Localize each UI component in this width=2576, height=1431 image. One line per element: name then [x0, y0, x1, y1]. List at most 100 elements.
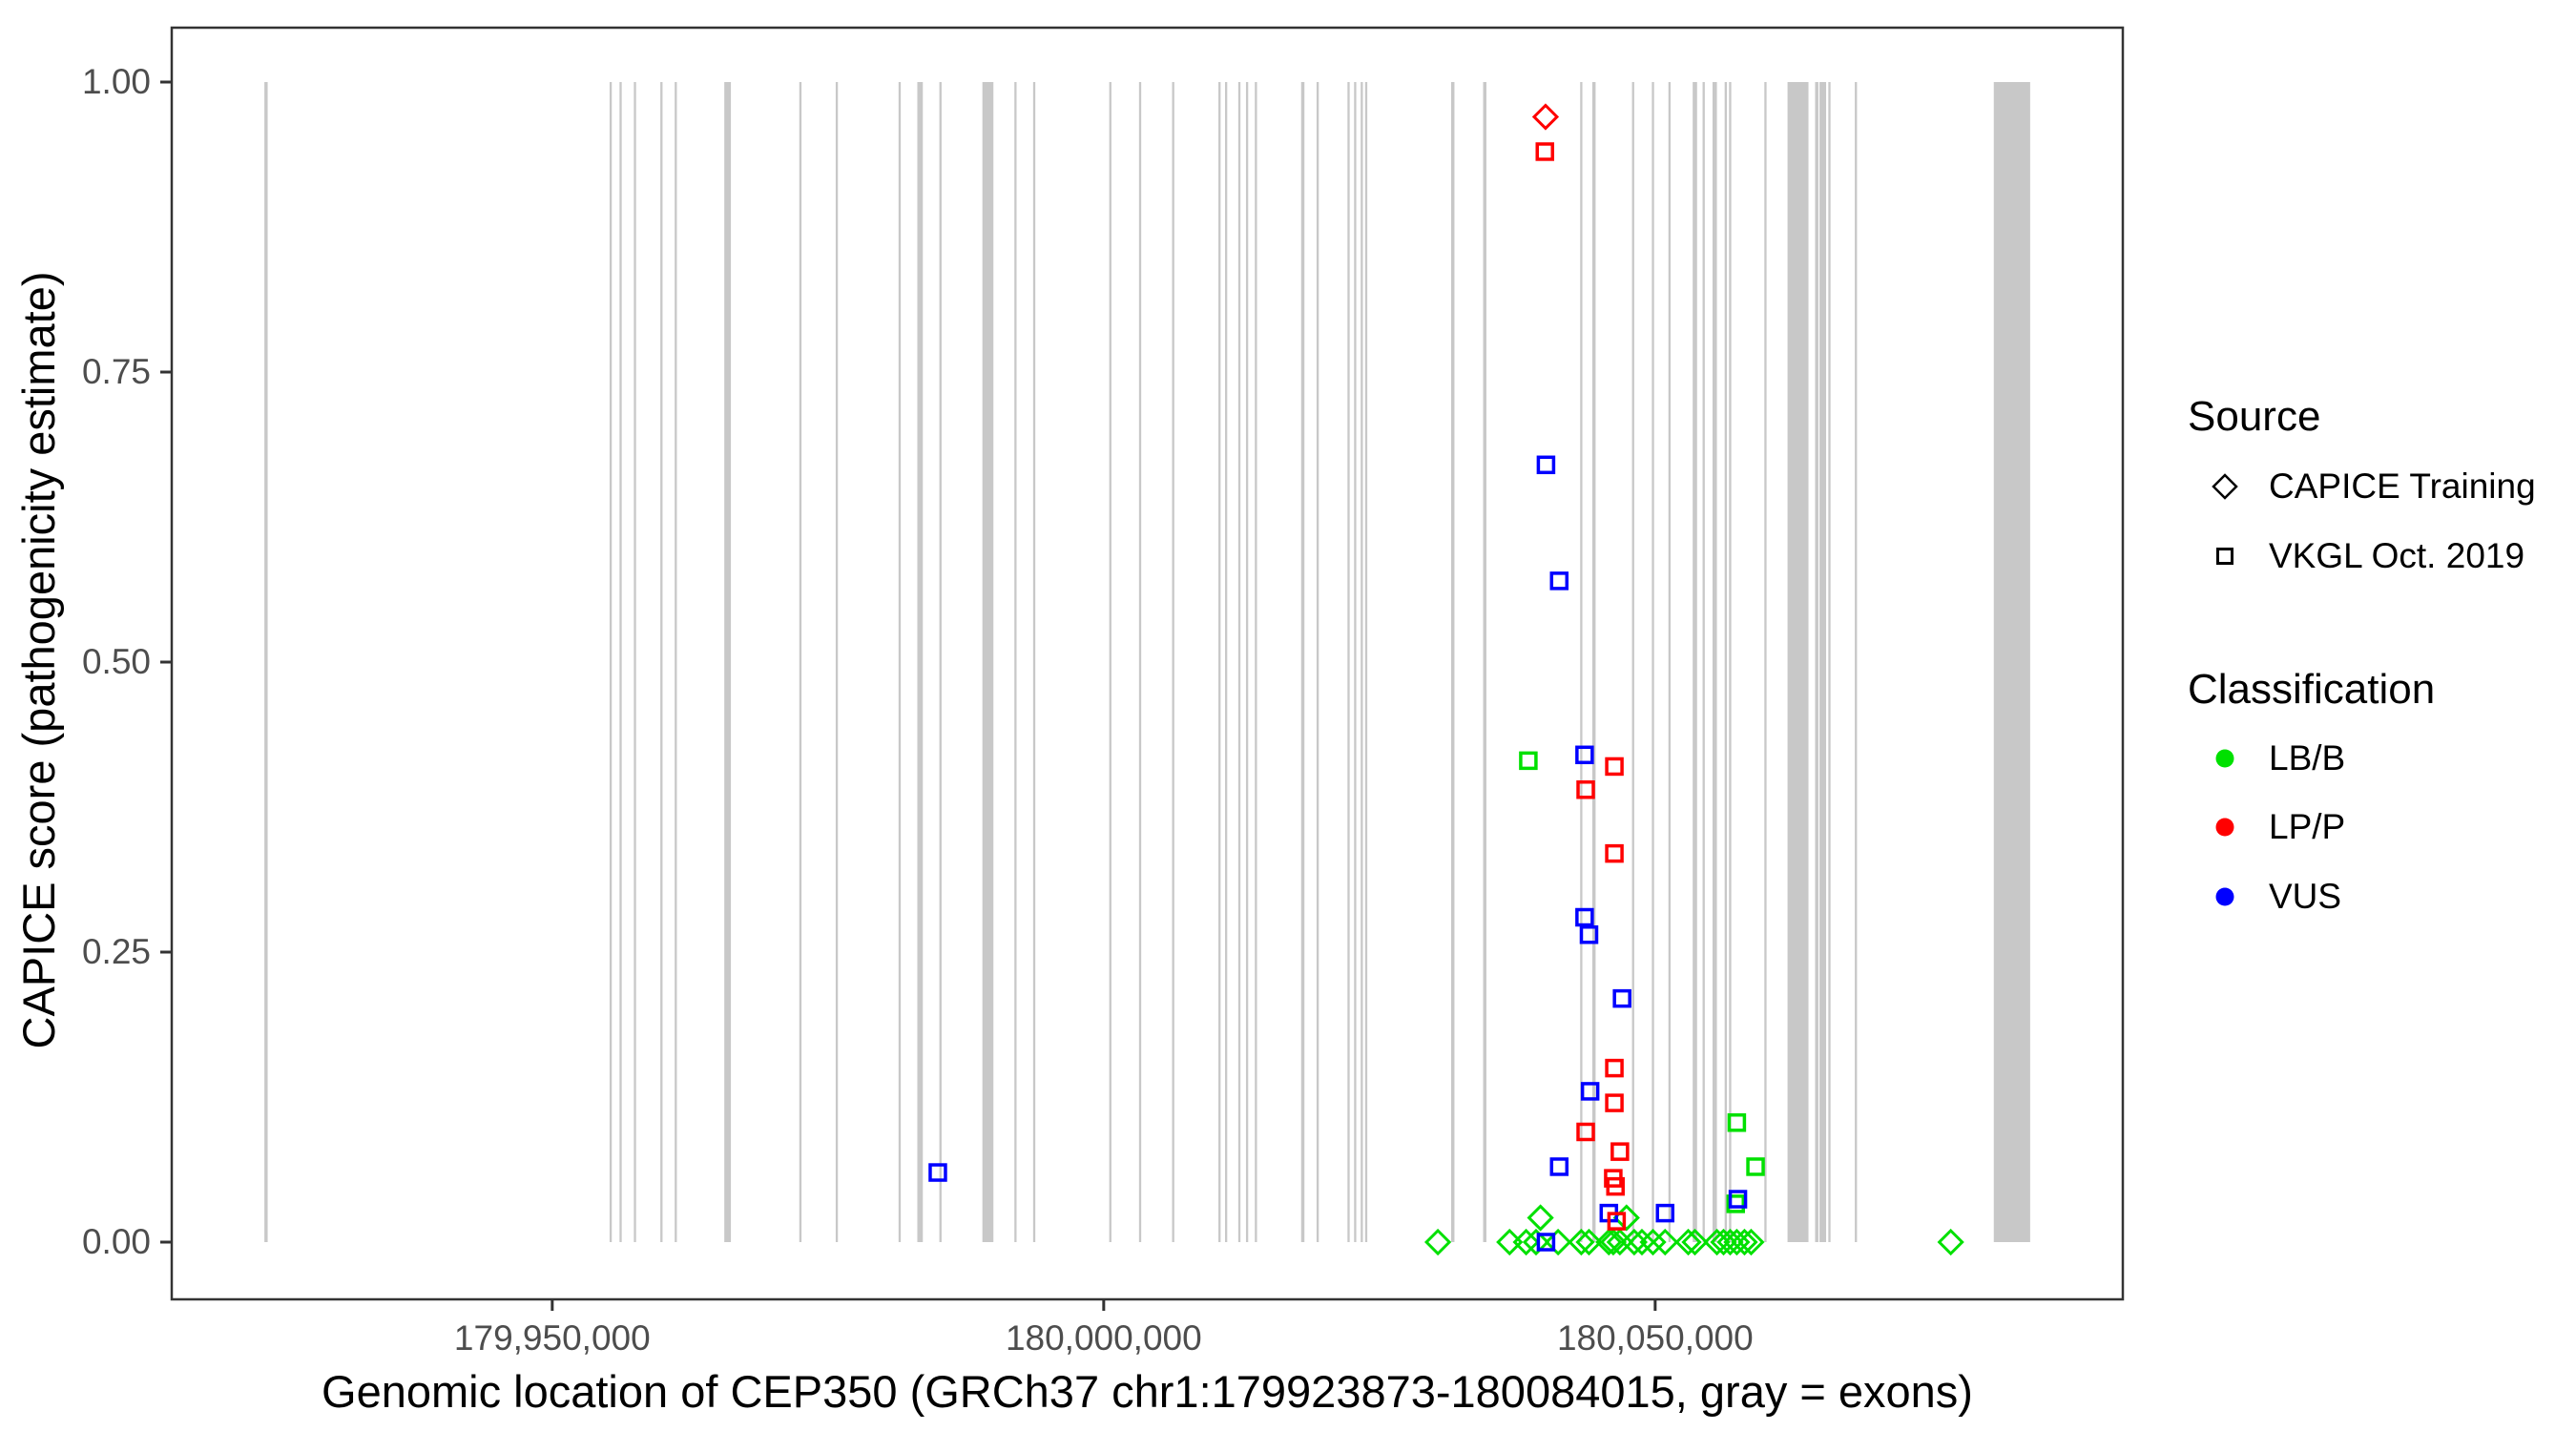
exon-bar: [939, 82, 942, 1242]
data-point-diamond: [1710, 1228, 1737, 1256]
exon-bar: [1855, 82, 1858, 1242]
legend-classification-title: Classification: [2188, 666, 2436, 713]
exon-bar: [1729, 82, 1732, 1242]
data-point-square: [1612, 988, 1631, 1008]
y-tick-label: 1.00: [81, 62, 151, 101]
exon-bar: [1764, 82, 1767, 1242]
exon-bar: [1591, 82, 1596, 1242]
legend-source-title: Source: [2188, 393, 2321, 440]
exon-bar: [1172, 82, 1174, 1242]
data-point-diamond: [1595, 1228, 1623, 1256]
data-point-diamond: [1599, 1228, 1628, 1256]
exon-bar: [1702, 82, 1705, 1242]
data-point-diamond: [1522, 1228, 1550, 1256]
data-point-diamond: [1620, 1228, 1649, 1256]
y-tick-label: 0.00: [81, 1222, 151, 1261]
exon-bar: [1450, 82, 1455, 1242]
x-tick-label: 180,000,000: [1005, 1318, 1202, 1358]
data-point-square: [1536, 1233, 1556, 1252]
exon-bar: [1109, 82, 1111, 1242]
legend-class-dot-icon: [2215, 818, 2234, 837]
exon-bar: [1245, 82, 1249, 1242]
data-point-diamond: [1496, 1228, 1524, 1256]
data-point-diamond: [1423, 1228, 1452, 1256]
exon-bar: [1819, 82, 1827, 1242]
exon-bar: [609, 82, 613, 1242]
exon-bar: [1224, 82, 1228, 1242]
y-tick-label: 0.75: [81, 352, 151, 391]
exon-bar: [1483, 82, 1486, 1242]
data-point-square: [1549, 571, 1569, 591]
y-axis-title: CAPICE score (pathogenicity estimate): [13, 271, 64, 1049]
legend-source-item-label: VKGL Oct. 2019: [2269, 536, 2525, 575]
exon-bar: [1787, 82, 1809, 1242]
data-point-square: [1605, 843, 1624, 863]
data-point-square: [1607, 1212, 1627, 1231]
exon-bar: [675, 82, 677, 1242]
exon-bar: [1347, 82, 1350, 1242]
data-point-square: [1655, 1203, 1675, 1223]
exon-bar: [1032, 82, 1036, 1242]
x-axis-title: Genomic location of CEP350 (GRCh37 chr1:…: [322, 1366, 1973, 1417]
data-point-square: [1536, 455, 1556, 475]
legend-classification-item-label: LB/B: [2269, 738, 2346, 778]
data-point-diamond: [1639, 1228, 1667, 1256]
exon-bar: [1712, 82, 1717, 1242]
y-tick-label: 0.25: [81, 932, 151, 971]
data-point-diamond: [1612, 1204, 1640, 1232]
exon-bar: [660, 82, 663, 1242]
data-point-square: [1605, 1093, 1624, 1112]
data-point-square: [1579, 925, 1599, 944]
data-point-diamond: [1731, 1228, 1758, 1256]
data-point-square: [1727, 1113, 1747, 1132]
legend-capice-diamond-icon: [2212, 473, 2238, 500]
data-point-diamond: [1568, 1228, 1595, 1256]
exon-bar: [799, 82, 802, 1242]
data-point-diamond: [1652, 1228, 1679, 1256]
data-point-square: [1605, 1058, 1624, 1078]
data-point-square: [1605, 757, 1624, 777]
exon-bar: [1652, 82, 1654, 1242]
data-point-square: [1746, 1157, 1765, 1176]
exon-bar: [982, 82, 994, 1242]
x-tick-label: 180,050,000: [1556, 1318, 1754, 1358]
data-point-diamond: [1681, 1228, 1709, 1256]
exon-bar: [1668, 82, 1672, 1242]
exon-bar: [1815, 82, 1818, 1242]
legend-source-item-label: CAPICE Training: [2269, 467, 2536, 506]
x-tick-label: 179,950,000: [453, 1318, 651, 1358]
exon-bar: [1693, 82, 1697, 1242]
exon-bar: [1993, 82, 2030, 1242]
data-point-diamond: [1737, 1228, 1765, 1256]
legend-classification-item-label: VUS: [2269, 877, 2342, 916]
legend-vkgl-square-icon: [2216, 548, 2233, 565]
data-point-diamond: [1527, 1204, 1554, 1232]
data-point-square: [928, 1163, 947, 1182]
data-point-square: [1610, 1142, 1630, 1161]
exon-bar: [1354, 82, 1357, 1242]
data-point-square: [1576, 1122, 1595, 1142]
data-point-diamond: [1531, 103, 1560, 131]
exon-bar: [264, 82, 268, 1242]
y-tick-label: 0.50: [81, 642, 151, 681]
data-point-square: [1549, 1157, 1569, 1176]
data-point-square: [1535, 142, 1554, 161]
exon-bar: [634, 82, 636, 1242]
exon-bar: [1316, 82, 1319, 1242]
data-point-diamond: [1512, 1228, 1540, 1256]
exon-bar: [1361, 82, 1363, 1242]
exon-bar: [1237, 82, 1241, 1242]
data-point-square: [1606, 1176, 1625, 1196]
data-point-diamond: [1674, 1228, 1702, 1256]
data-point-diamond: [1628, 1228, 1656, 1256]
data-point-square: [1728, 1190, 1748, 1209]
exon-bar: [1300, 82, 1305, 1242]
data-point-diamond: [1937, 1228, 1964, 1256]
exon-bar: [1138, 82, 1142, 1242]
exon-bar: [1255, 82, 1257, 1242]
exon-bar: [1218, 82, 1221, 1242]
exon-bar: [917, 82, 924, 1242]
data-point-diamond: [1544, 1228, 1572, 1256]
